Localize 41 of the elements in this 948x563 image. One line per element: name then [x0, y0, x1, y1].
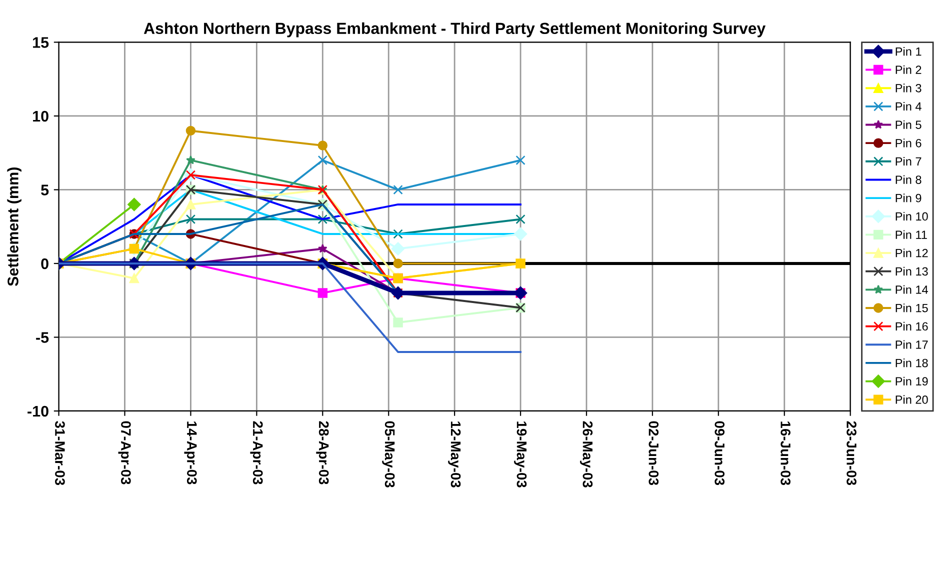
- legend-label: Pin 14: [896, 285, 928, 294]
- x-tick-label: 07-Apr-03: [118, 421, 131, 484]
- legend-label: Pin 13: [896, 266, 928, 276]
- y-tick-label: -10: [28, 406, 48, 417]
- legend-label: Pin 9: [896, 194, 922, 202]
- legend-label: Pin 6: [896, 138, 922, 148]
- legend-label: Pin 16: [896, 322, 928, 331]
- y-tick-label: 5: [41, 184, 49, 196]
- legend-label: Pin 18: [896, 358, 928, 368]
- y-axis-title: Settlement (mm): [7, 168, 22, 286]
- y-tick-label: -5: [36, 332, 49, 343]
- x-tick-label: 09-Jun-03: [714, 421, 725, 486]
- legend-label: Pin 11: [896, 230, 927, 239]
- legend-label: Pin 10: [896, 212, 928, 221]
- x-tick-label: 16-Jun-03: [780, 422, 790, 486]
- y-tick-label: 10: [33, 110, 48, 122]
- legend-label: Pin 19: [896, 376, 928, 386]
- y-tick-label: 0: [41, 258, 48, 270]
- legend-label: Pin 5: [896, 120, 922, 129]
- x-tick-label: 31-Mar-03: [55, 421, 65, 486]
- legend-label: Pin 17: [896, 340, 928, 349]
- legend-label: Pin 15: [896, 304, 928, 312]
- legend-label: Pin 20: [896, 395, 928, 404]
- legend-label: Pin 4: [896, 102, 922, 111]
- x-tick-label: 23-Jun-03: [846, 421, 856, 486]
- legend-label: Pin 8: [896, 175, 922, 184]
- y-tick-label: 15: [33, 37, 49, 48]
- legend-label: Pin 1: [896, 47, 922, 56]
- legend-label: Pin 12: [896, 248, 928, 258]
- x-tick-label: 12-May-03: [448, 422, 461, 488]
- x-tick-label: 21-Apr-03: [250, 421, 263, 484]
- chart-title: Ashton Northern Bypass Embankment - Third Party Settlement Monitoring Survey: [144, 22, 766, 38]
- x-tick-label: 02-Jun-03: [648, 421, 659, 486]
- legend-label: Pin 3: [896, 84, 922, 92]
- legend-label: Pin 2: [896, 65, 922, 74]
- x-tick-label: 05-May-03: [382, 421, 395, 488]
- x-tick-label: 14-Apr-03: [184, 422, 197, 484]
- x-tick-label: 28-Apr-03: [316, 421, 329, 484]
- legend-label: Pin 7: [896, 156, 922, 166]
- x-tick-label: 19-May-03: [514, 422, 527, 488]
- x-tick-label: 26-May-03: [580, 421, 593, 488]
